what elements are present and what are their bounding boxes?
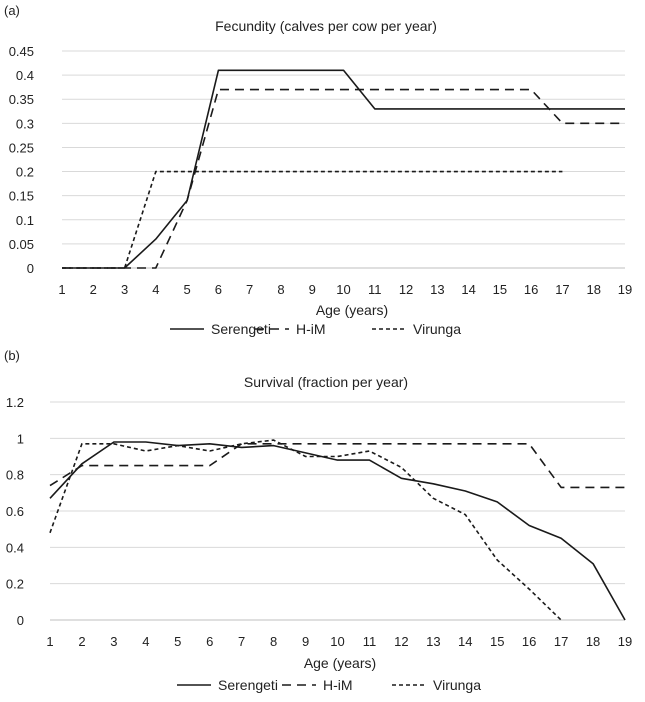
fecundity-chart-title: Fecundity (calves per cow per year) [215, 18, 437, 34]
x-tick-label: 9 [309, 282, 316, 297]
legend-label: H-iM [323, 677, 353, 693]
y-tick-label: 0.25 [9, 140, 34, 155]
y-tick-label: 0.4 [16, 68, 34, 83]
survival-chart-title: Survival (fraction per year) [244, 374, 408, 390]
y-tick-label: 0.3 [16, 116, 34, 131]
x-tick-label: 2 [90, 282, 97, 297]
x-tick-label: 11 [363, 634, 377, 649]
y-tick-label: 0 [17, 613, 24, 628]
x-tick-label: 7 [238, 634, 245, 649]
y-tick-label: 0 [27, 261, 34, 276]
x-tick-label: 4 [142, 634, 149, 649]
fecundity-y-ticks: 0 0.05 0.1 0.15 0.2 0.25 0.3 0.35 0.4 0.45 [9, 44, 34, 276]
legend-label: Virunga [433, 677, 481, 693]
y-tick-label: 0.8 [6, 468, 24, 483]
panel-a-label: (a) [4, 3, 20, 18]
x-tick-label: 7 [246, 282, 253, 297]
y-tick-label: 0.6 [6, 504, 24, 519]
y-tick-label: 0.45 [9, 44, 34, 59]
x-tick-label: 13 [430, 282, 444, 297]
x-tick-label: 18 [586, 634, 600, 649]
y-tick-label: 0.4 [6, 540, 24, 555]
x-tick-label: 14 [458, 634, 472, 649]
x-tick-label: 13 [426, 634, 440, 649]
survival-x-axis-label: Age (years) [304, 655, 376, 671]
x-tick-label: 19 [618, 282, 632, 297]
x-tick-label: 1 [58, 282, 65, 297]
series-line-h-im [49, 442, 625, 489]
legend-label: Serengeti [218, 677, 278, 693]
x-tick-label: 3 [110, 634, 117, 649]
fecundity-chart: (a) Fecundity (calves per cow per year) … [4, 3, 632, 337]
series-line-h-im [62, 88, 625, 269]
y-tick-label: 0.1 [16, 213, 34, 228]
survival-series [49, 439, 626, 621]
x-tick-label: 12 [394, 634, 408, 649]
fecundity-gridlines [62, 50, 625, 269]
fecundity-x-ticks: 1 2 3 4 5 6 7 8 9 10 11 12 13 14 15 16 17 18 19 [58, 282, 632, 297]
y-tick-label: 1.2 [6, 395, 24, 410]
x-tick-label: 16 [522, 634, 536, 649]
legend-label: Serengeti [211, 321, 271, 337]
survival-legend: Serengeti H-iM Virunga [177, 677, 481, 693]
x-tick-label: 6 [206, 634, 213, 649]
y-tick-label: 0.35 [9, 92, 34, 107]
y-tick-label: 0.2 [6, 577, 24, 592]
legend-label: Virunga [413, 321, 461, 337]
x-tick-label: 17 [555, 282, 569, 297]
x-tick-label: 3 [121, 282, 128, 297]
x-tick-label: 19 [618, 634, 632, 649]
legend-label: H-iM [296, 321, 326, 337]
x-tick-label: 16 [524, 282, 538, 297]
x-tick-label: 15 [493, 282, 507, 297]
x-tick-label: 10 [330, 634, 344, 649]
x-tick-label: 14 [461, 282, 475, 297]
x-tick-label: 15 [490, 634, 504, 649]
survival-x-ticks: 1 2 3 4 5 6 7 8 9 10 11 12 13 14 15 16 17 18 19 [46, 634, 632, 649]
survival-y-ticks: 0 0.2 0.4 0.6 0.8 1 1.2 [6, 395, 24, 628]
x-tick-label: 12 [399, 282, 413, 297]
x-tick-label: 17 [554, 634, 568, 649]
x-tick-label: 4 [152, 282, 159, 297]
x-tick-label: 9 [302, 634, 309, 649]
survival-chart: (b) Survival (fraction per year) 0 0.2 0.4… [4, 348, 632, 693]
x-tick-label: 2 [78, 634, 85, 649]
x-tick-label: 5 [174, 634, 181, 649]
y-tick-label: 1 [17, 431, 24, 446]
series-line-serengeti [49, 441, 626, 621]
fecundity-series [62, 69, 625, 269]
x-tick-label: 11 [368, 282, 382, 297]
y-tick-label: 0.2 [16, 165, 34, 180]
survival-gridlines [50, 401, 625, 621]
y-tick-label: 0.05 [9, 237, 34, 252]
x-tick-label: 6 [215, 282, 222, 297]
fecundity-legend: Serengeti H-iM Virunga [170, 321, 461, 337]
y-tick-label: 0.15 [9, 189, 34, 204]
x-tick-label: 8 [270, 634, 277, 649]
fecundity-x-axis-label: Age (years) [316, 302, 388, 318]
x-tick-label: 1 [46, 634, 53, 649]
x-tick-label: 8 [277, 282, 284, 297]
series-line-serengeti [62, 69, 625, 269]
x-tick-label: 5 [183, 282, 190, 297]
x-tick-label: 10 [336, 282, 350, 297]
panel-b-label: (b) [4, 348, 20, 363]
series-line-virunga [49, 439, 562, 621]
x-tick-label: 18 [586, 282, 600, 297]
